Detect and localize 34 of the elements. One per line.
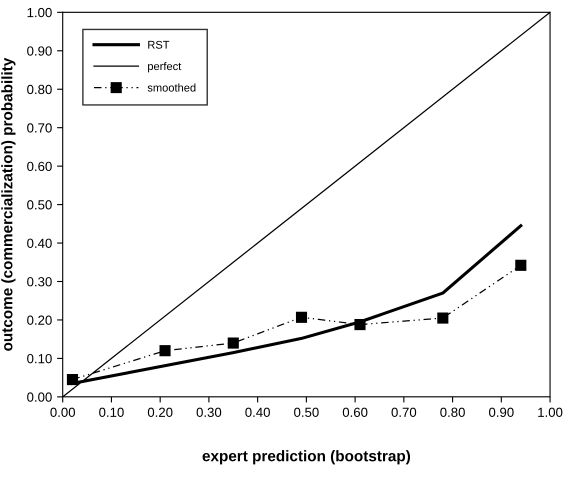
y-tick-label: 0.00 (27, 392, 52, 402)
point (354, 319, 366, 330)
legend-label: smoothed (148, 83, 196, 92)
point (66, 374, 78, 386)
point (296, 312, 308, 323)
x-tick-label: 0.90 (488, 408, 514, 417)
x-tick-label: 0.30 (196, 408, 222, 417)
point (437, 312, 448, 324)
y-tick-label: 0.20 (27, 316, 52, 325)
point (159, 345, 171, 356)
x-tick-label: 0.40 (245, 408, 270, 417)
y-tick-label: 0.60 (27, 162, 52, 172)
x-tick-label: 0.20 (148, 408, 172, 417)
y-tick-label: 0.10 (27, 354, 52, 364)
legend-label: perfect (148, 62, 182, 72)
x-tick-label: 0.50 (294, 408, 319, 417)
y-tick-label: 0.80 (27, 84, 52, 94)
y-axis-title: outcome (commercialization) probability (1, 58, 16, 351)
x-tick-label: 0.60 (342, 408, 368, 417)
x-tick-label: 0.70 (392, 408, 416, 417)
x-axis-title: expert prediction (bootstrap) (202, 450, 410, 464)
point (515, 260, 526, 271)
y-tick-label: 1.00 (28, 8, 52, 18)
y-tick-label: 0.30 (27, 277, 52, 286)
legend-label: RST (148, 40, 170, 49)
point (228, 337, 239, 349)
y-tick-label: 0.90 (27, 46, 52, 56)
y-tick-label: 0.50 (27, 200, 52, 210)
y-tick-label: 0.70 (27, 123, 52, 133)
x-tick-label: 0.80 (440, 408, 465, 417)
y-tick-label: 0.40 (27, 238, 52, 248)
x-tick-label: 1.00 (538, 408, 562, 417)
x-tick-label: 0.10 (99, 408, 124, 417)
x-tick-label: 0.00 (50, 408, 76, 417)
